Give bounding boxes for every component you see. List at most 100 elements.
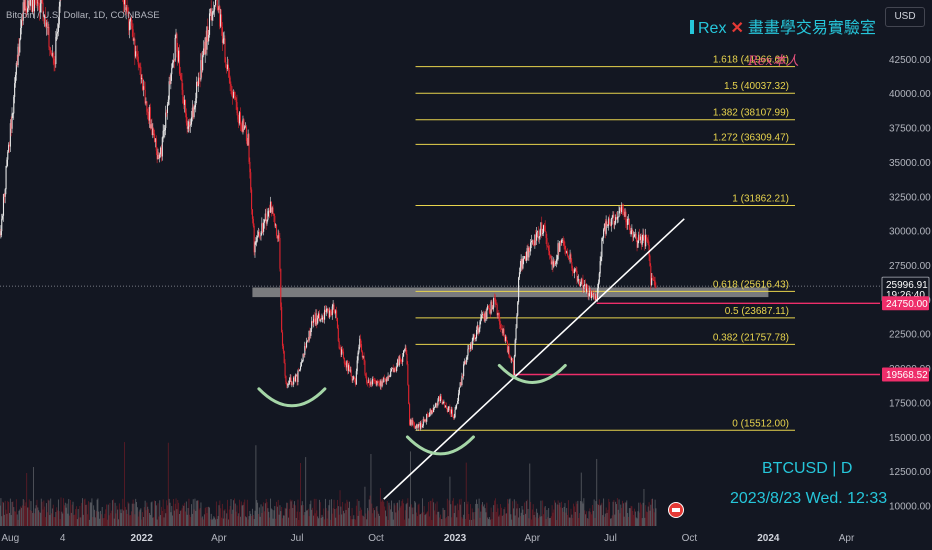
candle-body <box>626 222 628 226</box>
volume-bar <box>160 515 162 526</box>
flag-icon[interactable] <box>668 502 684 518</box>
candle-body <box>307 340 309 342</box>
candle-body <box>439 396 441 402</box>
candle-body <box>574 269 576 271</box>
volume-bar <box>581 501 583 526</box>
candle-body <box>4 189 6 197</box>
volume-bar <box>373 510 375 526</box>
volume-bar <box>592 510 594 526</box>
volume-bar <box>14 511 16 526</box>
volume-bar <box>221 517 223 526</box>
volume-bar <box>599 505 601 526</box>
volume-bar <box>361 509 362 526</box>
volume-bar <box>564 503 566 526</box>
candle-body <box>396 366 398 372</box>
volume-bar <box>65 507 67 526</box>
candle-body <box>621 206 623 213</box>
candle-body <box>29 0 31 6</box>
candle-body <box>453 417 455 418</box>
volume-bar <box>435 514 437 526</box>
candle-body <box>292 383 294 385</box>
candle-body <box>13 96 15 114</box>
volume-bar <box>485 512 487 526</box>
volume-bar <box>238 513 240 526</box>
volume-bar <box>258 507 260 526</box>
volume-bar <box>463 514 465 526</box>
volume-bar <box>374 517 376 526</box>
volume-bar <box>367 510 369 526</box>
candle-body <box>596 296 598 300</box>
candle-body <box>146 101 148 112</box>
volume-bar <box>528 518 530 526</box>
volume-bar <box>469 519 471 526</box>
candle-body <box>234 96 236 99</box>
candle-body <box>366 382 369 384</box>
candle-body <box>553 261 555 267</box>
candle-body <box>251 189 253 210</box>
volume-bar <box>222 518 224 526</box>
volume-bar <box>340 506 342 526</box>
volume-bar <box>597 504 599 526</box>
volume-bar <box>74 514 76 526</box>
candle-body <box>431 410 433 414</box>
candle-body <box>48 26 50 48</box>
candle-body <box>630 231 632 235</box>
volume-bar <box>576 503 578 526</box>
volume-bar <box>628 508 630 526</box>
volume-bar <box>165 513 167 526</box>
volume-bar <box>191 504 192 526</box>
candle-body <box>380 381 382 387</box>
volume-bar <box>346 499 348 526</box>
candle-body <box>227 64 229 70</box>
candle-body <box>42 2 44 15</box>
volume-bar <box>360 507 362 526</box>
volume-bar <box>273 510 275 526</box>
candle-body <box>36 0 38 3</box>
volume-bar <box>300 505 302 526</box>
pair-annotation: BTCUSD | D <box>762 460 853 477</box>
candle-body <box>260 232 262 237</box>
x-tick-label: Apr <box>211 533 227 544</box>
candle-body <box>566 251 569 256</box>
volume-bar <box>331 513 333 526</box>
volume-bar <box>650 504 652 526</box>
volume-bar <box>75 509 77 526</box>
volume-bar <box>534 511 536 526</box>
candle-body <box>642 234 644 241</box>
volume-bar <box>298 519 300 526</box>
candle-body <box>214 5 216 10</box>
candle-body <box>519 266 521 273</box>
candle-body <box>194 104 196 108</box>
candle-body <box>308 330 310 341</box>
candle-body <box>193 107 195 117</box>
candle-body <box>267 211 269 220</box>
volume-bar <box>509 498 511 526</box>
candle-body <box>468 348 470 350</box>
candle-body <box>245 126 247 141</box>
volume-bar <box>208 506 210 526</box>
volume-bar <box>256 500 258 526</box>
volume-bar <box>266 502 268 526</box>
candle-body <box>402 356 404 362</box>
candle-body <box>372 378 375 381</box>
volume-bar <box>407 498 409 526</box>
volume-bar <box>64 502 66 526</box>
arc-annotation-1 <box>257 387 327 408</box>
volume-bar <box>561 507 563 526</box>
volume-bar <box>616 498 618 526</box>
volume-bar <box>87 514 89 526</box>
volume-bar <box>161 506 162 526</box>
candle-body <box>644 236 646 247</box>
volume-bar <box>425 513 427 526</box>
candle-body <box>512 358 514 361</box>
price-tag-value: 25996.91 <box>886 280 928 291</box>
candle-body <box>389 376 391 378</box>
candle-body <box>45 15 47 27</box>
volume-bar <box>628 516 629 526</box>
candle-body <box>532 240 534 245</box>
volume-bar <box>575 501 577 526</box>
currency-button[interactable]: USD <box>885 7 925 27</box>
candle-body <box>539 230 541 237</box>
candle-body <box>492 307 494 310</box>
